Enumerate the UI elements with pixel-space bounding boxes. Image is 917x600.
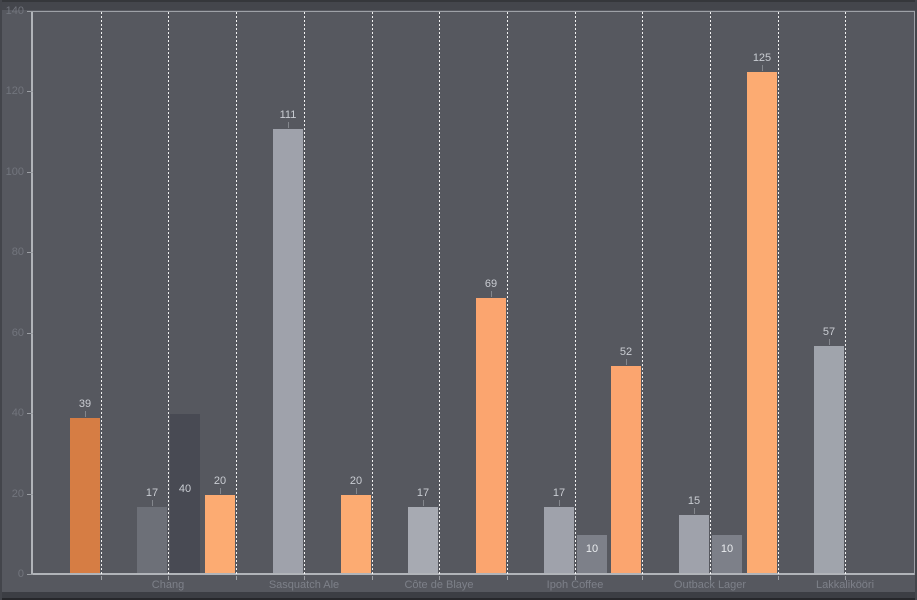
bar[interactable] xyxy=(476,298,506,573)
x-axis-tick xyxy=(710,576,711,580)
gridline xyxy=(101,12,102,575)
gridline xyxy=(575,12,576,575)
bar[interactable] xyxy=(611,366,641,573)
bar[interactable] xyxy=(205,495,235,573)
bar[interactable] xyxy=(170,414,200,573)
bar-value-label: 40 xyxy=(178,483,192,495)
bar[interactable] xyxy=(273,129,303,573)
x-axis-tick xyxy=(236,576,237,580)
gridline xyxy=(710,12,711,575)
y-axis-tick-label: 0 xyxy=(17,568,24,580)
label-leader-line xyxy=(152,500,153,506)
label-leader-line xyxy=(762,65,763,71)
bar-value-label: 15 xyxy=(687,495,701,507)
bar[interactable] xyxy=(577,535,607,573)
bar-value-label: 10 xyxy=(720,543,734,555)
y-axis-tick xyxy=(27,172,33,173)
x-axis-tick xyxy=(845,576,846,580)
x-axis-line xyxy=(31,573,915,575)
gridline xyxy=(439,12,440,575)
gridline xyxy=(304,12,305,575)
x-axis-tick xyxy=(642,576,643,580)
bar[interactable] xyxy=(814,346,844,573)
label-leader-line xyxy=(288,122,289,128)
x-axis-category-label: Côte de Blaye xyxy=(404,579,474,591)
gridline xyxy=(236,12,237,575)
label-leader-line xyxy=(423,500,424,506)
y-axis-tick-label: 120 xyxy=(5,85,24,97)
y-axis-tick xyxy=(27,11,33,12)
bar-value-label: 10 xyxy=(585,543,599,555)
bar-value-label: 17 xyxy=(416,487,430,499)
bar[interactable] xyxy=(712,535,742,573)
gridline xyxy=(778,12,779,575)
bar-value-label: 17 xyxy=(552,487,566,499)
x-axis-tick xyxy=(507,576,508,580)
y-axis-tick-label: 40 xyxy=(11,407,24,419)
x-axis-tick xyxy=(372,576,373,580)
y-axis-tick xyxy=(27,252,33,253)
label-leader-line xyxy=(491,291,492,297)
y-axis-tick-label: 60 xyxy=(11,327,24,339)
label-leader-line xyxy=(220,488,221,494)
x-axis-category-label: Ipoh Coffee xyxy=(546,579,604,591)
bar[interactable] xyxy=(70,418,100,573)
bar[interactable] xyxy=(341,495,371,573)
label-leader-line xyxy=(694,508,695,514)
label-leader-line xyxy=(626,359,627,365)
bar[interactable] xyxy=(137,507,167,573)
window-left-edge xyxy=(0,0,2,600)
plot-border-top xyxy=(33,11,915,12)
label-leader-line xyxy=(356,488,357,494)
bar-value-label: 111 xyxy=(279,109,297,121)
y-axis-line xyxy=(31,11,33,575)
y-axis-tick-label: 140 xyxy=(5,5,24,17)
bar[interactable] xyxy=(544,507,574,573)
x-axis-category-label: Outback Lager xyxy=(673,579,747,591)
x-axis-category-label: Lakkalikööri xyxy=(815,579,875,591)
bar-value-label: 125 xyxy=(752,52,772,64)
bottom-strip xyxy=(0,592,917,600)
y-axis-tick-label: 20 xyxy=(11,488,24,500)
y-axis-tick-label: 100 xyxy=(5,166,24,178)
bar[interactable] xyxy=(747,72,777,573)
y-axis-tick xyxy=(27,91,33,92)
bar-value-label: 20 xyxy=(349,475,363,487)
bar-value-label: 57 xyxy=(822,326,836,338)
y-axis-tick-label: 80 xyxy=(11,246,24,258)
x-axis-tick xyxy=(168,576,169,580)
y-axis-tick xyxy=(27,574,33,575)
gridline xyxy=(507,12,508,575)
gridline xyxy=(372,12,373,575)
plot-border-right xyxy=(914,11,915,575)
y-axis-tick xyxy=(27,413,33,414)
y-axis-tick xyxy=(27,494,33,495)
x-axis-tick xyxy=(778,576,779,580)
bar-value-label: 69 xyxy=(484,278,498,290)
bar-value-label: 20 xyxy=(213,475,227,487)
label-leader-line xyxy=(559,500,560,506)
x-axis-tick xyxy=(439,576,440,580)
bar-value-label: 17 xyxy=(145,487,159,499)
bar[interactable] xyxy=(408,507,438,573)
label-leader-line xyxy=(85,411,86,417)
window-right-edge xyxy=(915,0,917,600)
x-axis-category-label: Sasquatch Ale xyxy=(268,579,340,591)
bar[interactable] xyxy=(679,515,709,573)
gridline xyxy=(845,12,846,575)
x-axis-category-label: Chang xyxy=(151,579,185,591)
x-axis-tick xyxy=(575,576,576,580)
y-axis-tick xyxy=(27,333,33,334)
x-axis-tick xyxy=(304,576,305,580)
gridline xyxy=(642,12,643,575)
x-axis-tick xyxy=(101,576,102,580)
bar-value-label: 52 xyxy=(619,346,633,358)
top-strip xyxy=(0,0,917,10)
label-leader-line xyxy=(829,339,830,345)
gridline xyxy=(168,12,169,575)
bar-value-label: 39 xyxy=(78,398,92,410)
